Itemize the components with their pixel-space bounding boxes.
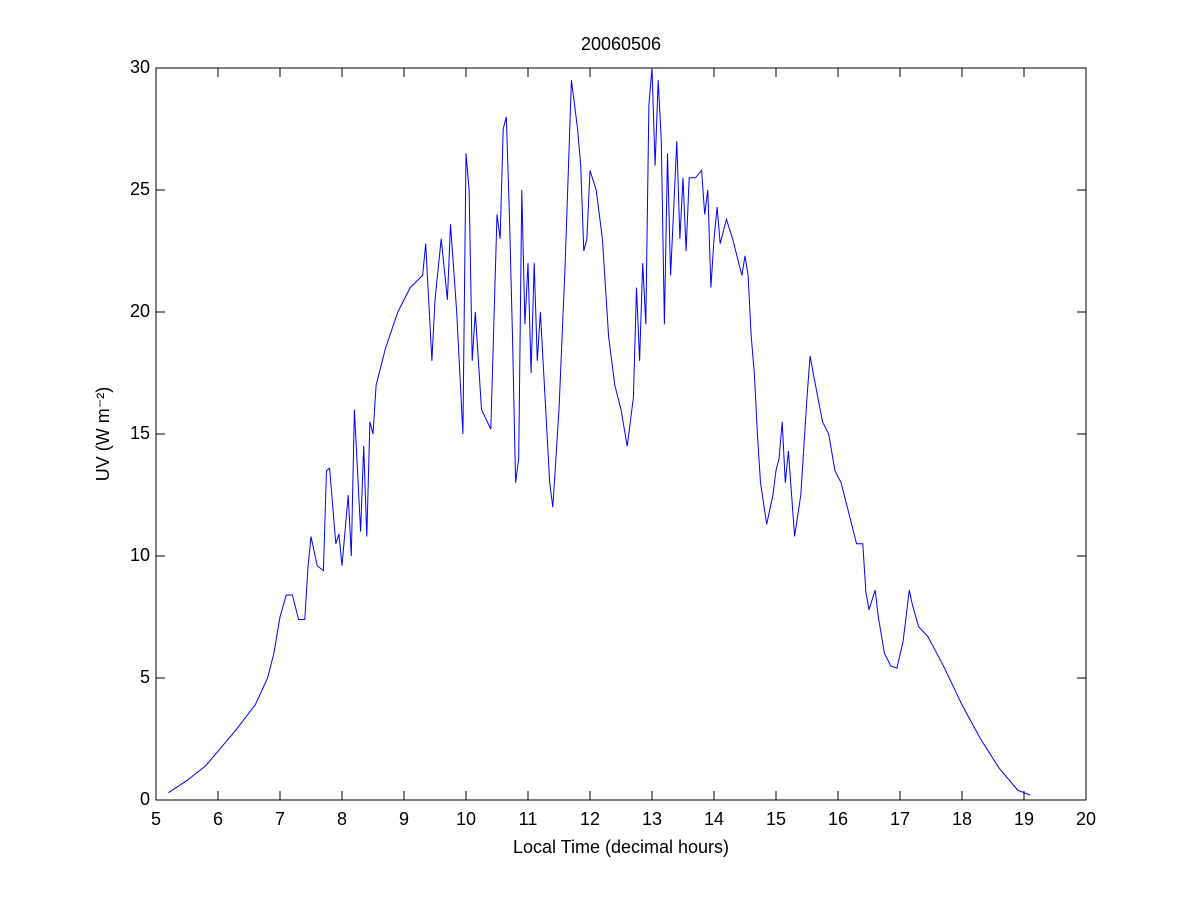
x-tick-label: 12 <box>580 809 600 829</box>
y-tick-label: 30 <box>130 57 150 77</box>
x-tick-label: 15 <box>766 809 786 829</box>
x-tick-label: 20 <box>1076 809 1096 829</box>
x-tick-label: 10 <box>456 809 476 829</box>
y-tick-label: 10 <box>130 545 150 565</box>
x-tick-label: 16 <box>828 809 848 829</box>
x-tick-label: 5 <box>151 809 161 829</box>
x-tick-label: 18 <box>952 809 972 829</box>
y-axis-label: UV (W m⁻²) <box>93 387 113 481</box>
x-tick-label: 11 <box>519 809 538 829</box>
x-tick-label: 7 <box>275 809 285 829</box>
x-tick-label: 6 <box>213 809 223 829</box>
y-tick-label: 0 <box>140 789 150 809</box>
x-tick-label: 9 <box>399 809 409 829</box>
x-tick-label: 14 <box>704 809 724 829</box>
y-tick-label: 15 <box>130 423 150 443</box>
y-tick-label: 25 <box>130 179 150 199</box>
y-tick-label: 20 <box>130 301 150 321</box>
y-tick-label: 5 <box>140 667 150 687</box>
x-tick-label: 19 <box>1014 809 1034 829</box>
plot-frame <box>155 67 1087 801</box>
x-tick-label: 17 <box>890 809 910 829</box>
x-tick-label: 13 <box>642 809 662 829</box>
x-axis-label: Local Time (decimal hours) <box>513 837 729 857</box>
data-line <box>168 67 1031 796</box>
chart-title: 20060506 <box>581 34 661 54</box>
x-tick-label: 8 <box>337 809 347 829</box>
